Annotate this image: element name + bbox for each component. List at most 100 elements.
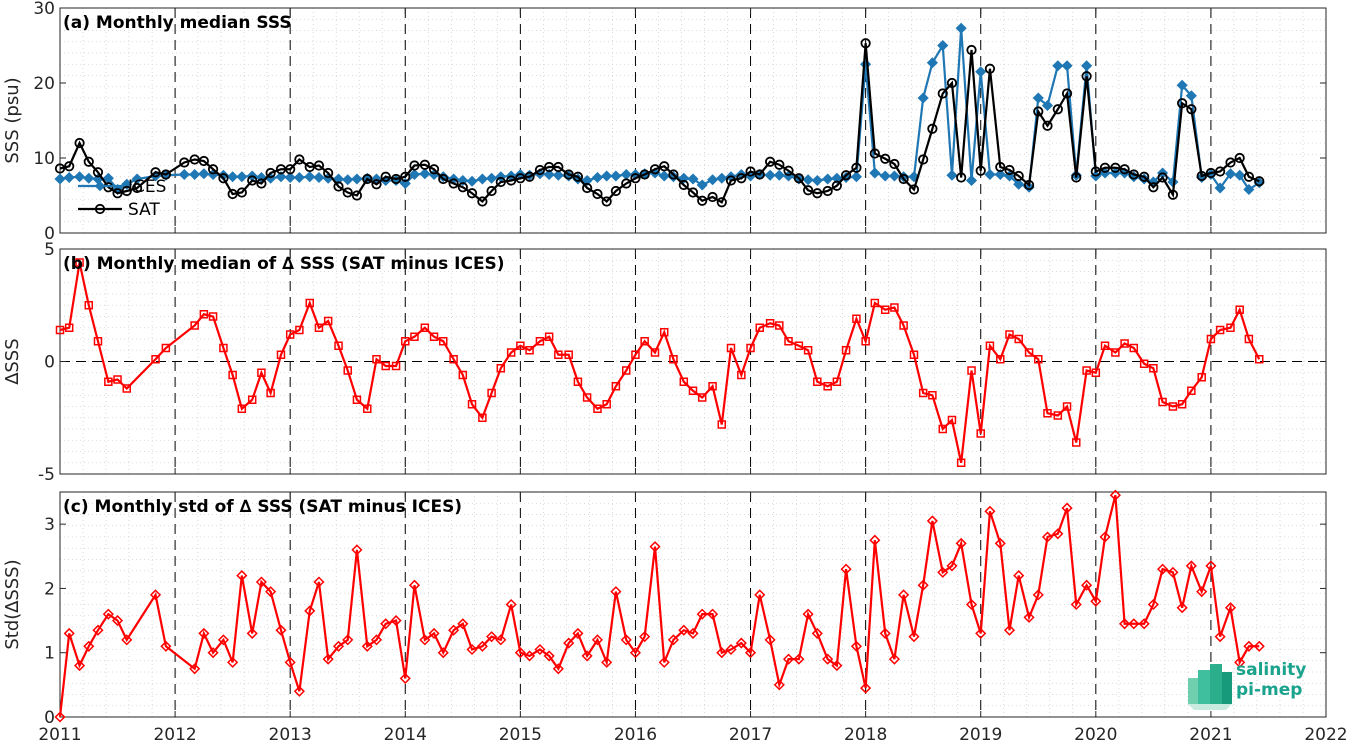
data-point — [1243, 640, 1255, 652]
data-point — [1081, 60, 1093, 72]
data-point — [601, 170, 613, 182]
data-point — [984, 63, 996, 74]
data-point — [92, 624, 104, 636]
data-point — [275, 171, 287, 183]
data-point — [113, 375, 122, 384]
data-point — [754, 589, 766, 601]
data-point — [92, 167, 104, 178]
data-point — [888, 170, 900, 182]
data-point — [946, 77, 958, 89]
data-point — [803, 346, 813, 355]
y-tick-label: -5 — [38, 465, 55, 485]
data-point — [908, 631, 920, 643]
data-point — [543, 168, 555, 181]
data-point — [610, 586, 622, 598]
data-point — [1196, 170, 1207, 182]
data-point — [563, 169, 574, 180]
data-point — [593, 404, 602, 413]
data-point — [1023, 611, 1035, 623]
data-point — [189, 168, 201, 181]
x-tick-label: 2021 — [1189, 725, 1232, 745]
data-point — [927, 123, 938, 134]
data-point — [629, 647, 642, 659]
data-point — [650, 348, 660, 357]
data-point — [265, 167, 276, 179]
data-point — [879, 170, 891, 182]
data-point — [1082, 366, 1091, 375]
data-point — [218, 173, 229, 184]
data-point — [708, 382, 717, 391]
data-point — [236, 171, 248, 183]
data-point — [1014, 334, 1023, 344]
data-point — [227, 171, 239, 183]
data-point — [745, 166, 756, 177]
panel-b: -5 0 5 ∆SSS (b) Monthly median of ∆ SSS (SAT… — [2, 240, 1327, 485]
data-point — [639, 169, 650, 180]
data-point — [505, 598, 517, 611]
data-point — [860, 38, 871, 49]
data-point — [1147, 598, 1159, 611]
data-point — [285, 330, 295, 339]
data-point — [898, 173, 909, 185]
data-point — [1033, 106, 1044, 117]
data-point — [390, 615, 402, 627]
data-point — [391, 361, 401, 371]
data-point — [687, 187, 699, 198]
data-point — [880, 153, 891, 164]
data-point — [736, 173, 747, 184]
data-point — [457, 182, 468, 193]
data-point — [946, 560, 958, 572]
data-point — [717, 420, 727, 429]
data-point — [342, 187, 353, 198]
data-point — [1004, 164, 1015, 176]
data-point — [419, 159, 430, 170]
data-point — [219, 343, 228, 353]
data-point — [735, 637, 747, 649]
data-point — [458, 370, 468, 380]
data-point — [725, 643, 737, 656]
data-point — [870, 298, 880, 308]
y-tick-label: 5 — [44, 240, 55, 260]
data-point — [1205, 167, 1217, 179]
data-point — [793, 653, 805, 665]
data-point — [649, 164, 661, 175]
data-point — [544, 332, 554, 341]
data-point — [363, 404, 372, 413]
data-point — [1120, 339, 1129, 348]
data-point — [697, 195, 708, 206]
data-point — [227, 656, 239, 668]
data-point — [428, 164, 440, 175]
data-point — [342, 634, 354, 646]
data-point — [985, 341, 995, 350]
data-point — [352, 395, 362, 404]
data-point — [811, 174, 823, 187]
data-point — [198, 168, 210, 180]
data-point — [1070, 598, 1082, 611]
data-point — [841, 346, 851, 355]
data-point — [775, 321, 784, 330]
data-point — [707, 174, 719, 186]
panel-title: (b) Monthly median of ∆ SSS (SAT minus I… — [63, 254, 505, 274]
data-point — [707, 608, 719, 620]
data-point — [448, 624, 460, 636]
data-point — [313, 160, 325, 171]
data-point — [506, 175, 517, 186]
data-point — [1129, 343, 1139, 353]
data-point — [832, 377, 842, 386]
data-point — [851, 162, 862, 173]
data-point — [237, 404, 247, 413]
data-point — [83, 172, 95, 184]
y-tick-label: 2 — [44, 579, 55, 599]
data-point — [696, 608, 708, 620]
data-point — [602, 400, 611, 409]
data-point — [1234, 656, 1246, 668]
data-point — [466, 188, 478, 199]
data-point — [64, 323, 74, 332]
panel-title: (c) Monthly std of ∆ SSS (SAT minus ICES… — [63, 497, 462, 517]
data-point — [1081, 579, 1093, 591]
data-point — [401, 337, 410, 346]
data-point — [975, 627, 987, 639]
data-point — [437, 647, 449, 659]
data-point — [621, 178, 632, 189]
data-point — [380, 171, 391, 182]
